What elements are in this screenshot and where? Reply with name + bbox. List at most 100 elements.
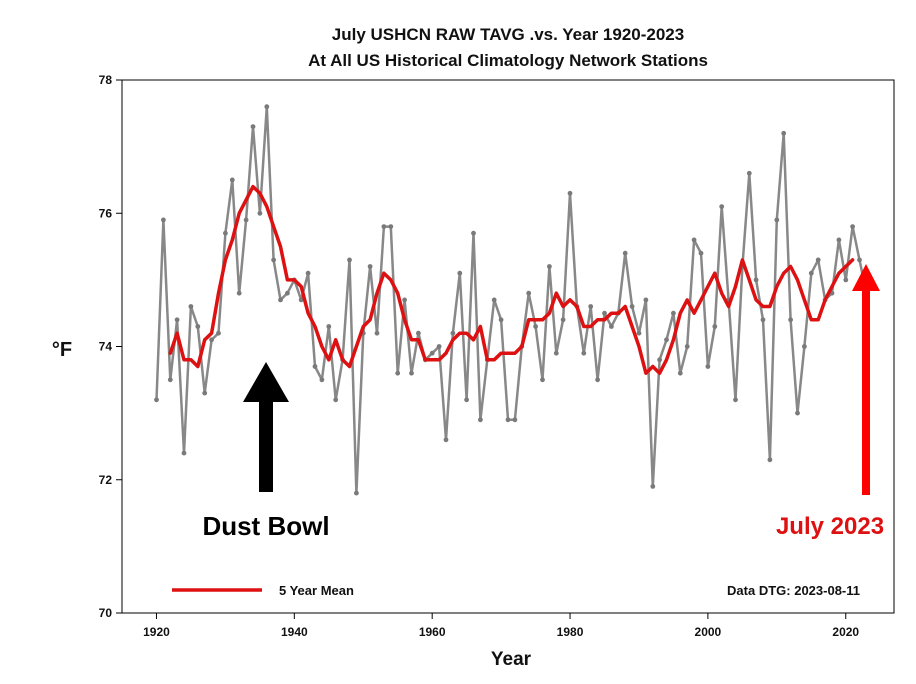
- july-2023-arrowhead: [852, 264, 880, 291]
- data-point: [650, 484, 656, 489]
- data-point: [547, 264, 552, 269]
- data-point: [767, 457, 773, 463]
- series-line-5-year-mean: [168, 184, 855, 375]
- data-point: [471, 230, 476, 236]
- x-tick-label: 2000: [695, 625, 722, 639]
- data-point: [202, 390, 208, 396]
- data-point: [278, 297, 283, 303]
- y-tick-label: 70: [99, 606, 113, 620]
- data-point: [802, 344, 807, 349]
- data-point: [622, 250, 628, 256]
- y-tick-label: 72: [99, 473, 113, 487]
- data-point: [540, 377, 545, 383]
- data-point: [154, 397, 159, 403]
- data-point: [429, 350, 435, 356]
- data-point: [774, 217, 780, 223]
- data-point: [326, 324, 332, 329]
- data-point: [671, 310, 676, 316]
- data-point: [664, 337, 669, 343]
- data-point: [602, 310, 607, 316]
- data-point: [684, 344, 690, 349]
- data-point: [457, 270, 463, 276]
- data-point: [588, 304, 594, 309]
- y-tick-label: 76: [99, 206, 113, 220]
- data-point: [305, 270, 311, 276]
- data-point: [243, 217, 249, 223]
- chart-subtitle: At All US Historical Climatology Network…: [308, 51, 708, 70]
- dust-bowl-arrowhead: [243, 362, 289, 402]
- data-point: [498, 317, 504, 323]
- data-point: [857, 257, 862, 263]
- x-tick-label: 2020: [832, 625, 859, 639]
- data-point: [409, 370, 414, 376]
- data-point: [677, 370, 683, 376]
- y-axis: 70 72 74 76 78: [99, 73, 122, 620]
- data-point: [195, 324, 201, 329]
- data-point: [333, 397, 339, 403]
- y-axis-label: °F: [52, 339, 72, 361]
- data-point: [850, 224, 855, 230]
- data-point: [760, 317, 766, 323]
- data-point: [719, 204, 725, 210]
- data-point: [595, 377, 600, 383]
- data-point: [395, 370, 401, 376]
- data-point: [478, 417, 483, 423]
- data-point: [581, 350, 587, 356]
- data-point: [464, 397, 469, 403]
- data-point: [416, 330, 421, 336]
- data-point: [491, 297, 497, 303]
- july-2023-arrow: [852, 264, 880, 495]
- data-point: [836, 237, 842, 243]
- data-point: [161, 217, 166, 223]
- data-point: [347, 257, 352, 263]
- data-point: [402, 297, 407, 303]
- x-axis: 1920 1940 1960 1980 2000 2020: [143, 613, 859, 639]
- y-tick-label: 74: [99, 340, 113, 354]
- data-point: [354, 490, 359, 496]
- data-point: [553, 350, 559, 356]
- data-point: [746, 170, 752, 176]
- dust-bowl-label: Dust Bowl: [202, 511, 329, 541]
- data-point: [815, 257, 821, 263]
- data-point: [795, 410, 800, 416]
- data-point: [229, 177, 235, 183]
- dust-bowl-arrow-shaft: [259, 401, 273, 492]
- data-point: [257, 210, 263, 216]
- data-point: [753, 277, 759, 283]
- series-layer: [154, 104, 869, 496]
- x-tick-label: 1980: [557, 625, 584, 639]
- data-point: [167, 377, 173, 383]
- july-2023-label: July 2023: [776, 513, 884, 540]
- data-point: [436, 344, 442, 349]
- data-point: [174, 317, 180, 323]
- data-point: [691, 237, 697, 243]
- data-dtg-note: Data DTG: 2023-08-11: [727, 583, 860, 598]
- data-point: [285, 290, 290, 296]
- data-point: [209, 337, 215, 343]
- july-2023-arrow-shaft: [862, 290, 870, 495]
- data-point: [567, 190, 573, 196]
- data-point: [450, 330, 456, 336]
- data-point: [781, 130, 787, 136]
- data-point: [698, 250, 704, 256]
- data-point: [560, 317, 566, 323]
- data-point: [657, 357, 662, 363]
- data-point: [643, 297, 649, 303]
- data-point: [808, 270, 814, 276]
- data-point: [512, 417, 518, 423]
- data-point: [367, 264, 373, 269]
- data-point: [843, 277, 849, 283]
- y-tick-label: 78: [99, 73, 113, 87]
- data-point: [216, 330, 221, 336]
- data-point: [705, 364, 711, 369]
- data-point: [312, 364, 318, 369]
- x-axis-label: Year: [491, 649, 532, 670]
- data-point: [505, 417, 511, 423]
- data-point: [374, 330, 380, 336]
- series-line-july-tavg: [155, 105, 868, 495]
- data-point: [250, 124, 256, 129]
- data-point: [533, 324, 538, 329]
- data-point: [443, 437, 449, 443]
- data-point: [733, 397, 738, 403]
- data-point: [526, 290, 532, 296]
